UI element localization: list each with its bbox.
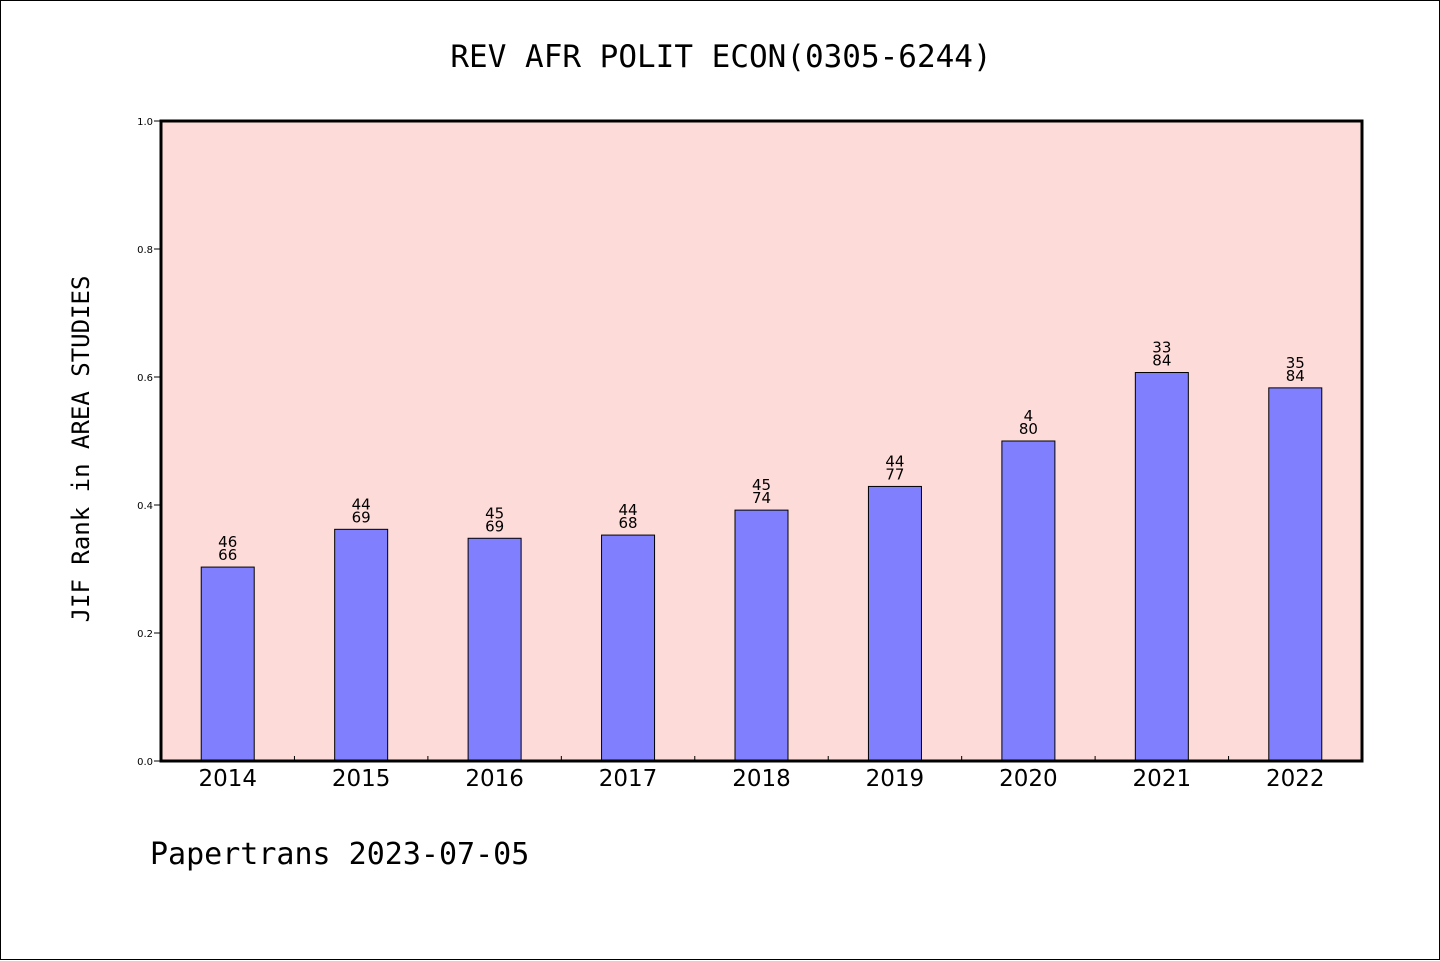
x-category-label: 2021 [1133, 766, 1192, 792]
bar-rank-label: 35 [1286, 354, 1305, 372]
x-category-label: 2019 [866, 766, 925, 792]
bar-total-label: 66 [218, 546, 237, 564]
x-category-label: 2015 [332, 766, 391, 792]
bar-total-label: 77 [885, 465, 904, 483]
plot-border [159, 119, 1364, 763]
bar-rank-label: 45 [752, 476, 771, 494]
x-category-label: 2022 [1266, 766, 1325, 792]
y-tick-label: 0.8 [137, 245, 153, 256]
footer-source-date: Papertrans 2023-07-05 [150, 837, 530, 872]
x-category-label: 2017 [599, 766, 658, 792]
x-category-label: 2020 [999, 766, 1058, 792]
bar-total-label: 69 [352, 508, 371, 526]
bar-rank-label: 45 [485, 504, 504, 522]
bar-total-label: 80 [1019, 420, 1038, 438]
bar [1268, 387, 1323, 762]
bar-rank-label: 33 [1152, 339, 1171, 357]
bar [1134, 372, 1189, 762]
bar-total-label: 69 [485, 517, 504, 535]
bar [200, 566, 255, 762]
bar-total-label: 74 [752, 489, 771, 507]
bar-total-label: 84 [1286, 367, 1305, 385]
bar [1001, 440, 1056, 762]
bar [734, 509, 789, 762]
bar [867, 485, 922, 762]
y-tick-label: 0.2 [137, 629, 153, 640]
bar [601, 534, 656, 762]
bar [334, 528, 389, 762]
bar-rank-label: 46 [218, 533, 237, 551]
y-tick-label: 0.4 [137, 501, 153, 512]
bar-total-label: 68 [619, 514, 638, 532]
x-category-label: 2018 [732, 766, 791, 792]
y-tick-label: 1.0 [137, 117, 153, 128]
chart-title: REV AFR POLIT ECON(0305-6244) [450, 39, 992, 75]
bar-rank-label: 44 [352, 495, 371, 513]
bar-total-label: 84 [1152, 352, 1171, 370]
bar-rank-label: 4 [1024, 407, 1034, 425]
bar-rank-label: 44 [885, 452, 904, 470]
y-tick-label: 0.0 [137, 757, 153, 768]
x-category-label: 2016 [465, 766, 524, 792]
y-tick-label: 0.6 [137, 373, 153, 384]
bar-rank-label: 44 [619, 501, 638, 519]
x-category-label: 2014 [198, 766, 257, 792]
bar [467, 537, 522, 762]
